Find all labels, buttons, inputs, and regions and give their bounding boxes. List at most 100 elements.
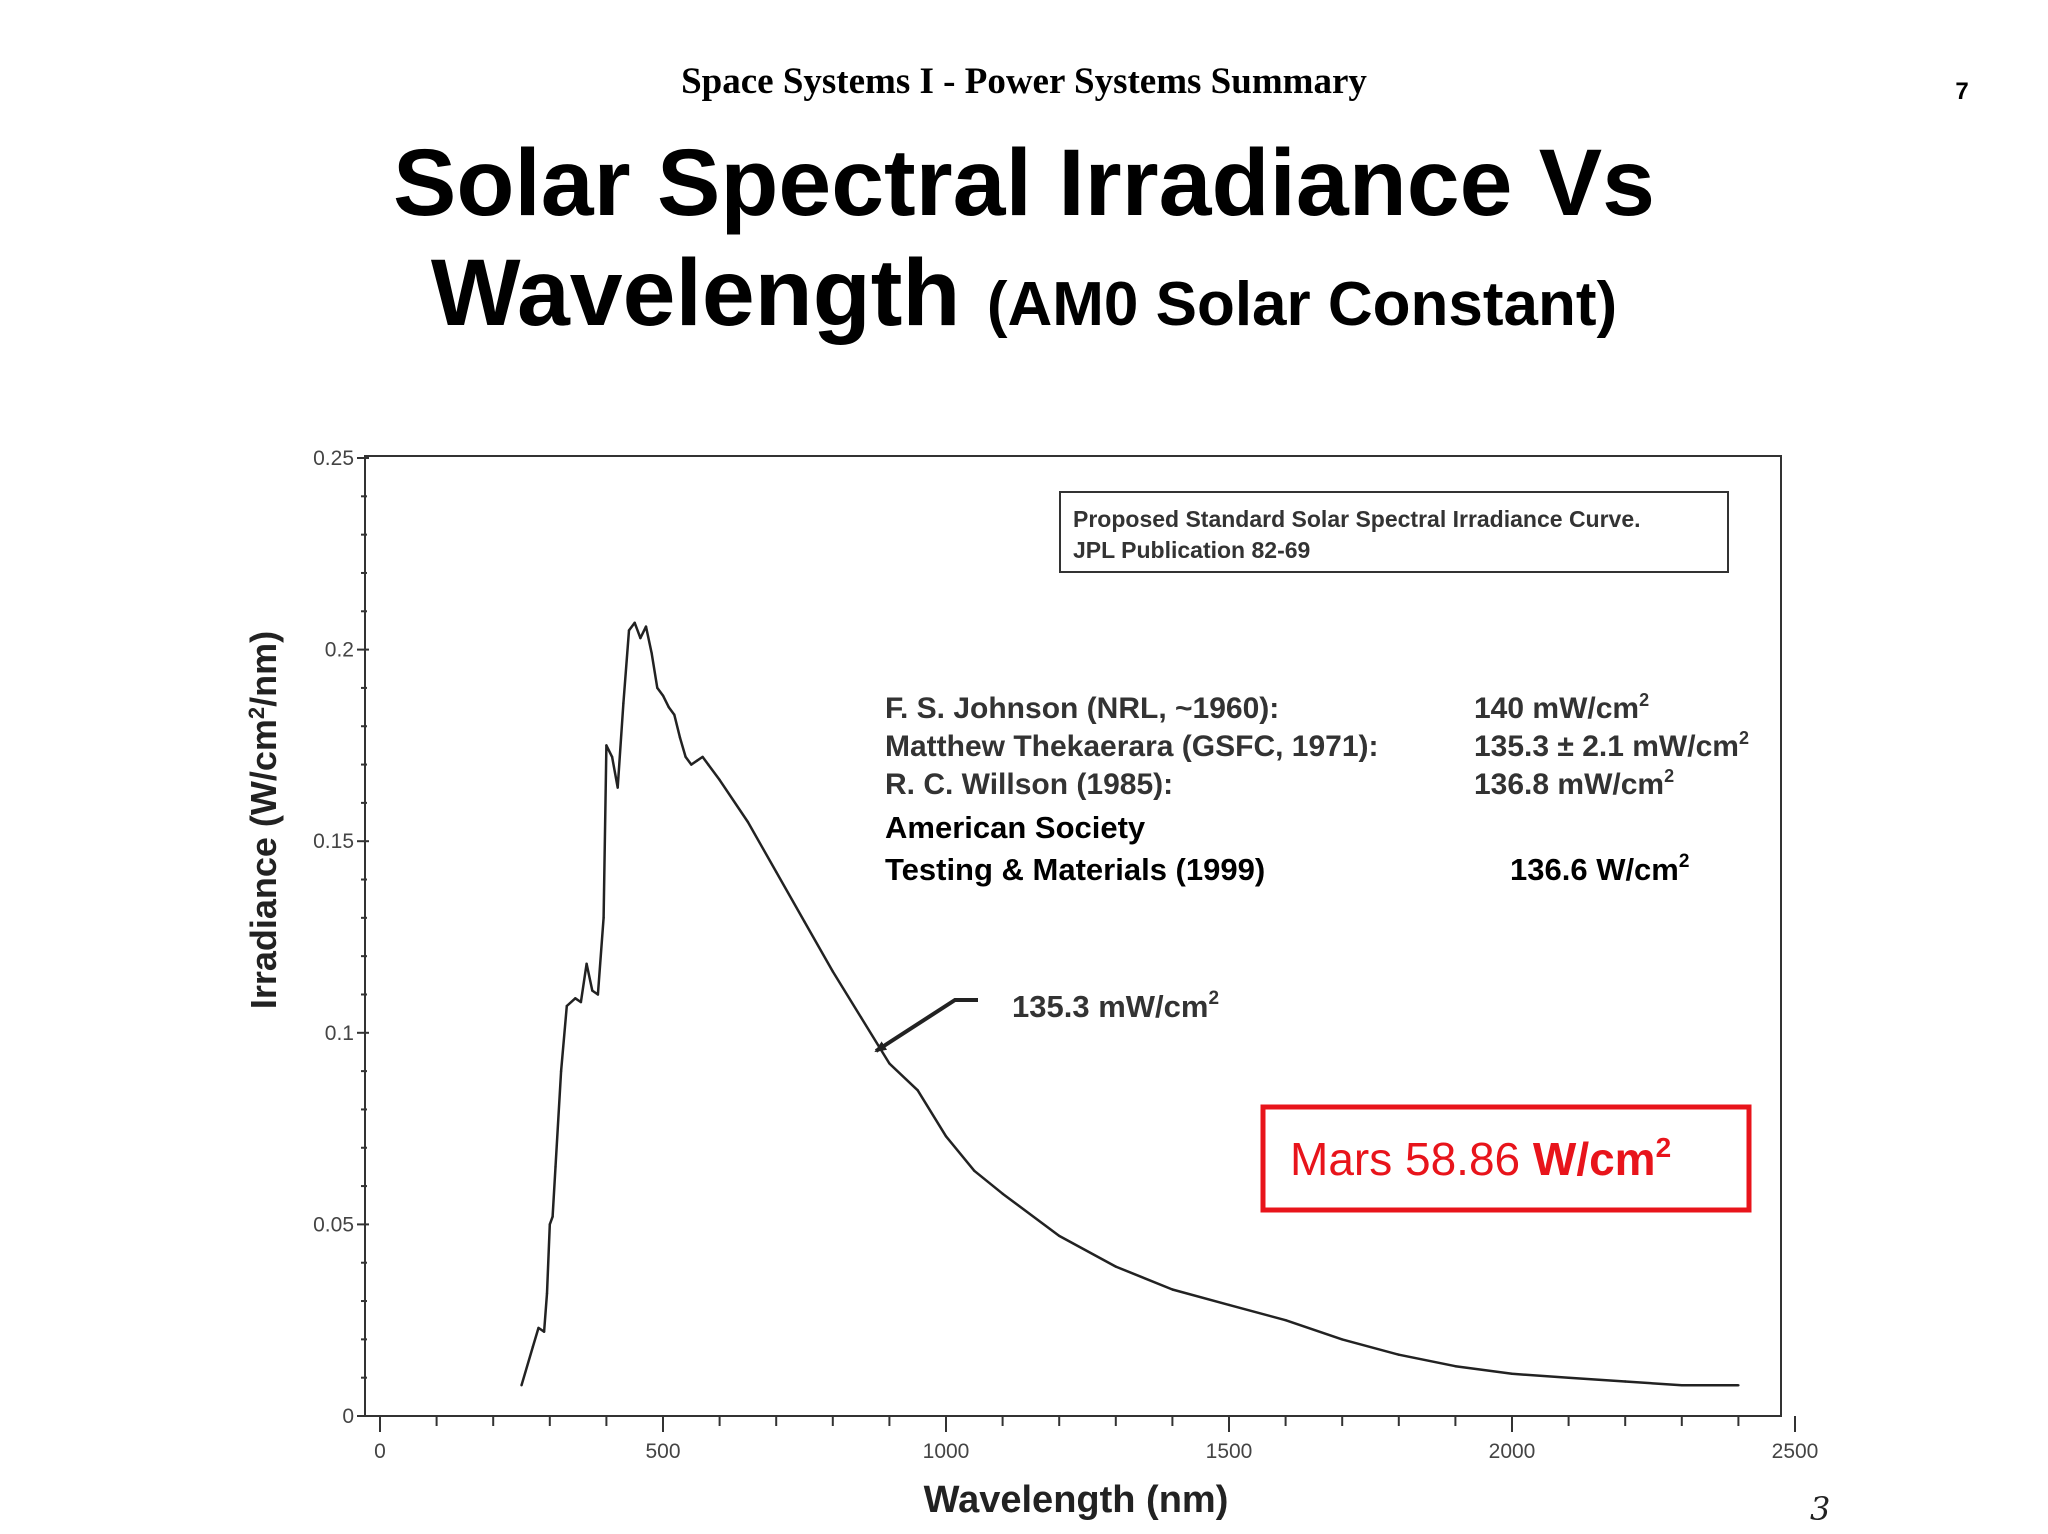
- reference-source: Matthew Thekaerara (GSFC, 1971):: [885, 730, 1379, 763]
- y-tick-label: 0.1: [325, 1022, 354, 1045]
- annotation-arrow: [874, 998, 978, 1053]
- data-point: [746, 820, 750, 824]
- data-point: [1737, 1384, 1740, 1387]
- corner-mark: 3: [1810, 1490, 1831, 1528]
- data-point: [661, 694, 665, 697]
- slide-title-sub: (AM0 Solar Constant): [986, 270, 1618, 339]
- plot-frame: [364, 455, 1782, 1417]
- mars-callout-box: [1260, 1104, 1752, 1213]
- x-tick-label: 2000: [1489, 1440, 1536, 1463]
- y-tick-label: 0.15: [313, 830, 354, 853]
- data-point: [701, 755, 704, 759]
- mars-callout-prefix: Mars 58.86: [1290, 1133, 1533, 1185]
- slide-title-line1: Solar Spectral Irradiance Vs: [393, 130, 1655, 236]
- x-tick-label: 500: [645, 1440, 680, 1463]
- reference-list: F. S. Johnson (NRL, ~1960): 140 mW/cm2 M…: [885, 690, 1749, 801]
- data-point: [678, 736, 682, 739]
- curve-annotation: 135.3 mW/cm2: [1012, 988, 1219, 1024]
- data-point: [888, 1062, 891, 1065]
- data-point: [650, 652, 653, 655]
- y-tick-label: 0.25: [313, 447, 354, 470]
- data-point: [775, 870, 778, 874]
- mars-callout-text: Mars 58.86 W/cm2: [1290, 1132, 1671, 1185]
- course-header: Space Systems I - Power Systems Summary: [681, 61, 1367, 102]
- data-point: [1227, 1303, 1231, 1307]
- data-point: [1454, 1365, 1457, 1368]
- data-point: [859, 1016, 863, 1019]
- data-point: [559, 1069, 563, 1073]
- legend-line-2: JPL Publication 82-69: [1073, 537, 1310, 563]
- data-point: [944, 1135, 948, 1138]
- data-point: [1567, 1376, 1570, 1379]
- astm-reference: American Society Testing & Materials (19…: [885, 810, 1689, 887]
- data-point: [542, 1330, 546, 1333]
- data-point: [627, 629, 631, 632]
- legend-line-1: Proposed Standard Solar Spectral Irradia…: [1073, 506, 1641, 532]
- data-point: [585, 962, 588, 965]
- x-tick-label: 0: [374, 1440, 386, 1463]
- data-point: [1114, 1265, 1118, 1268]
- data-point: [1397, 1353, 1401, 1356]
- slide-title-main: Wavelength: [430, 240, 961, 346]
- y-axis-title-tail: /nm): [243, 631, 284, 707]
- mars-callout-sup: 2: [1656, 1132, 1672, 1163]
- data-point: [605, 744, 608, 747]
- x-axis-ticks: 0 500 1000 1500 2000 2500: [374, 1416, 1818, 1463]
- y-axis-title-sup: 2: [244, 707, 269, 719]
- data-point: [695, 759, 699, 762]
- data-point: [610, 755, 614, 759]
- astm-line-2: Testing & Materials (1999): [885, 852, 1265, 887]
- data-point: [579, 1000, 583, 1004]
- data-point: [537, 1326, 540, 1330]
- data-point: [803, 920, 806, 923]
- reference-source: F. S. Johnson (NRL, ~1960):: [885, 692, 1279, 725]
- data-point: [644, 625, 648, 628]
- data-point: [554, 1165, 557, 1169]
- data-point: [574, 997, 577, 1000]
- data-point: [673, 713, 676, 716]
- data-point: [831, 970, 834, 973]
- page-number: 7: [1955, 78, 1969, 105]
- data-point: [602, 916, 605, 919]
- data-point: [1284, 1319, 1287, 1322]
- data-point: [973, 1169, 976, 1173]
- data-point: [639, 636, 642, 640]
- reference-value: 140 mW/cm2: [1474, 690, 1649, 725]
- data-point: [707, 763, 710, 766]
- data-point: [531, 1345, 534, 1349]
- reference-value: 135.3 ± 2.1 mW/cm2: [1474, 728, 1749, 763]
- x-tick-label: 2500: [1772, 1440, 1819, 1463]
- slide-title-line2: Wavelength (AM0 Solar Constant): [0, 238, 2048, 360]
- data-point: [667, 705, 670, 709]
- data-point: [718, 778, 721, 782]
- data-point: [684, 755, 687, 759]
- data-point: [1341, 1338, 1344, 1341]
- astm-value: 136.6 W/cm2: [1510, 851, 1689, 887]
- reference-value: 136.8 mW/cm2: [1474, 766, 1674, 801]
- data-point: [545, 1292, 549, 1295]
- data-point: [690, 763, 693, 766]
- slide-title: Solar Spectral Irradiance Vs Wavelength …: [0, 128, 2048, 360]
- data-point: [548, 1223, 551, 1226]
- y-tick-label: 0: [342, 1405, 354, 1428]
- data-point: [591, 989, 594, 992]
- data-point: [520, 1384, 523, 1387]
- data-point: [1171, 1288, 1174, 1291]
- y-axis-title: Irradiance (W/cm2/nm): [243, 631, 284, 1009]
- data-point: [551, 1215, 554, 1218]
- data-point: [633, 621, 636, 624]
- x-tick-label: 1000: [923, 1440, 970, 1463]
- y-axis-ticks: 0 0.05 0.1 0.15 0.2 0.25: [313, 447, 369, 1428]
- data-point: [622, 702, 625, 705]
- reference-source: R. C. Willson (1985):: [885, 768, 1173, 801]
- data-point: [1510, 1372, 1514, 1376]
- data-point: [596, 993, 600, 996]
- data-point: [616, 786, 619, 789]
- data-point: [1624, 1380, 1627, 1383]
- x-tick-label: 1500: [1206, 1440, 1253, 1463]
- data-point: [916, 1089, 919, 1092]
- mars-callout-unit: W/cm: [1533, 1133, 1656, 1185]
- data-point: [1058, 1234, 1061, 1238]
- data-point: [656, 686, 659, 690]
